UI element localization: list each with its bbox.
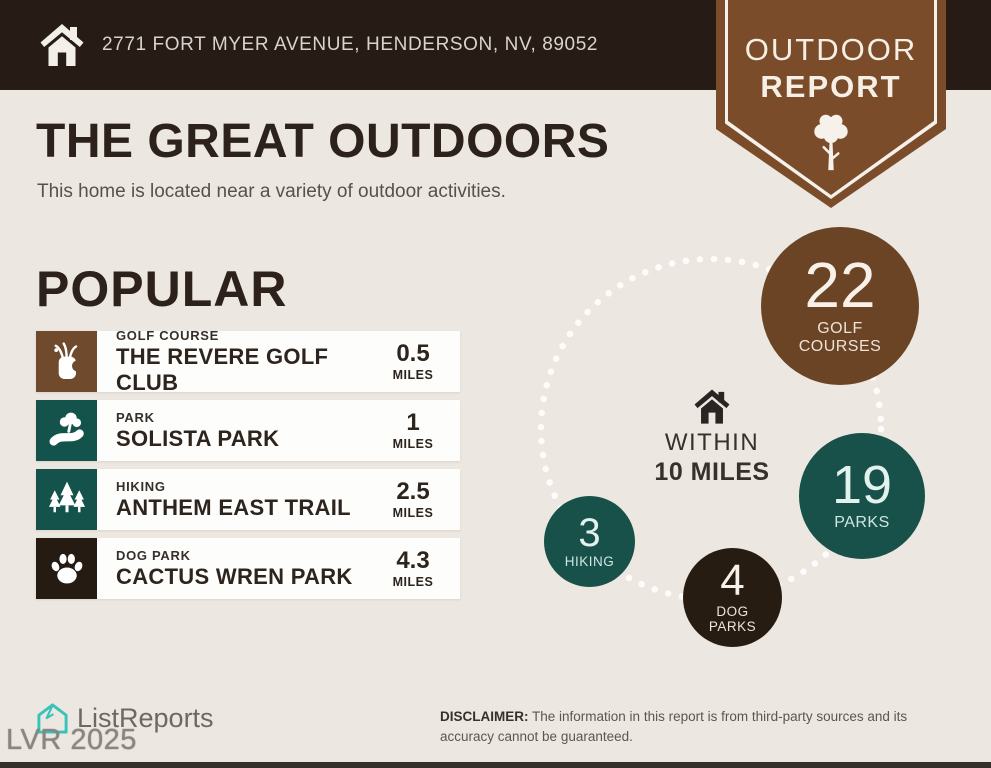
disclaimer-label: DISCLAIMER: [440,709,529,724]
bubble-hiking: 3 HIKING [544,496,635,587]
outdoor-report-badge: OUTDOOR REPORT [716,0,946,208]
item-category: PARK [116,409,155,425]
bubble-label: GOLF COURSES [798,320,882,356]
bubble-golf-courses: 22 GOLF COURSES [761,227,919,385]
bubble-label: PARKS [834,513,890,531]
property-address: 2771 FORT MYER AVENUE, HENDERSON, NV, 89… [102,34,599,55]
popular-heading: POPULAR [36,261,288,317]
list-item-hiking: HIKING ANTHEM EAST TRAIL 2.5 MILES [36,469,460,530]
bubble-label: DOG PARKS [708,603,757,635]
item-category: GOLF COURSE [116,327,220,343]
listreports-house-icon [37,703,68,734]
home-icon-center [694,389,730,424]
watermark: LVR 2025 [6,724,137,756]
bubble-label: HIKING [564,553,615,569]
paw-icon [36,538,97,599]
park-icon [36,400,97,461]
item-distance: 0.5 MILES [392,339,434,382]
page-title: THE GREAT OUTDOORS [36,115,610,168]
list-item-park: PARK SOLISTA PARK 1 MILES [36,400,460,461]
bubble-value: 19 [831,454,893,515]
item-name: ANTHEM EAST TRAIL [116,494,351,520]
item-category: DOG PARK [116,547,191,563]
bottom-edge-bar [0,762,991,768]
bubble-parks: 19 PARKS [799,433,925,559]
bubble-value: 3 [578,510,601,555]
list-item-golf-course: GOLF COURSE THE REVERE GOLF CLUB 0.5 MIL… [36,327,460,395]
disclaimer: DISCLAIMER: The information in this repo… [440,707,958,746]
page-subtitle: This home is located near a variety of o… [37,181,506,202]
brand-name: ListReports [77,703,214,733]
tree-icon [814,114,848,171]
disclaimer-text: The information in this report is from t… [440,709,908,744]
item-distance: 4.3 MILES [392,546,434,589]
badge-title-line1: OUTDOOR [744,32,918,67]
pine-trees-icon [36,469,97,530]
item-distance: 2.5 MILES [392,477,434,520]
item-name: CACTUS WREN PARK [116,563,353,589]
golf-bag-icon [36,331,97,392]
listreports-logo: ListReports [36,702,214,735]
badge-title-line2: REPORT [760,69,902,104]
item-name: SOLISTA PARK [116,425,280,451]
item-name: THE REVERE GOLF CLUB [116,343,329,395]
bubble-dog-parks: 4 DOG PARKS [683,548,782,647]
home-icon [40,24,84,66]
radius-center-label: WITHIN 10 MILES [654,429,770,486]
bubble-value: 22 [804,249,876,322]
popular-list: GOLF COURSE THE REVERE GOLF CLUB 0.5 MIL… [36,327,460,607]
item-distance: 1 MILES [392,408,434,451]
item-category: HIKING [116,478,166,494]
bubble-value: 4 [720,556,745,606]
list-item-dog-park: DOG PARK CACTUS WREN PARK 4.3 MILES [36,538,460,599]
